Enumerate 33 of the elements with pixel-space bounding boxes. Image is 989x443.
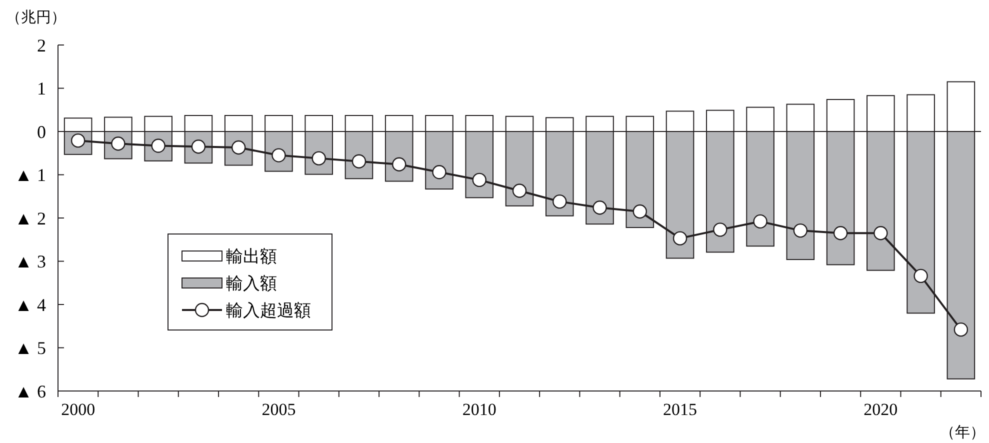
legend-label: 輸入超過額 [226, 300, 311, 320]
point [793, 223, 808, 238]
point [552, 194, 567, 209]
y-tick-label: 1 [37, 78, 46, 99]
y-tick-label: ▲ 2 [14, 208, 46, 228]
point [592, 200, 607, 215]
y-tick-label: 2 [37, 35, 46, 56]
y-axis-title: （兆円） [6, 9, 66, 26]
y-tick-label: ▲ 4 [14, 294, 46, 315]
point [472, 172, 486, 188]
point [432, 165, 446, 180]
y-tick-label: ▲ 1 [14, 165, 46, 186]
y-tick-label: 0 [37, 122, 46, 142]
point [512, 184, 527, 198]
x-tick-label: 2000 [61, 400, 96, 419]
point [874, 226, 888, 240]
point [833, 226, 848, 240]
point [753, 214, 768, 229]
y-tick-label: ▲ 5 [14, 338, 46, 358]
x-axis-title: （年） [940, 424, 985, 441]
x-tick-label: 2020 [864, 400, 898, 419]
point [632, 204, 647, 219]
legend-label: 輸出額 [226, 246, 277, 266]
point [914, 268, 928, 284]
x-tick-label: 2005 [262, 400, 296, 419]
point [672, 231, 688, 246]
point [954, 322, 968, 337]
x-tick-label: 2015 [663, 400, 698, 419]
point [713, 222, 728, 237]
y-tick-label: ▲ 6 [14, 381, 46, 402]
legend-label: 輸入額 [226, 274, 277, 293]
x-tick-label: 2010 [462, 400, 496, 419]
y-tick-label: ▲ 3 [14, 252, 46, 272]
